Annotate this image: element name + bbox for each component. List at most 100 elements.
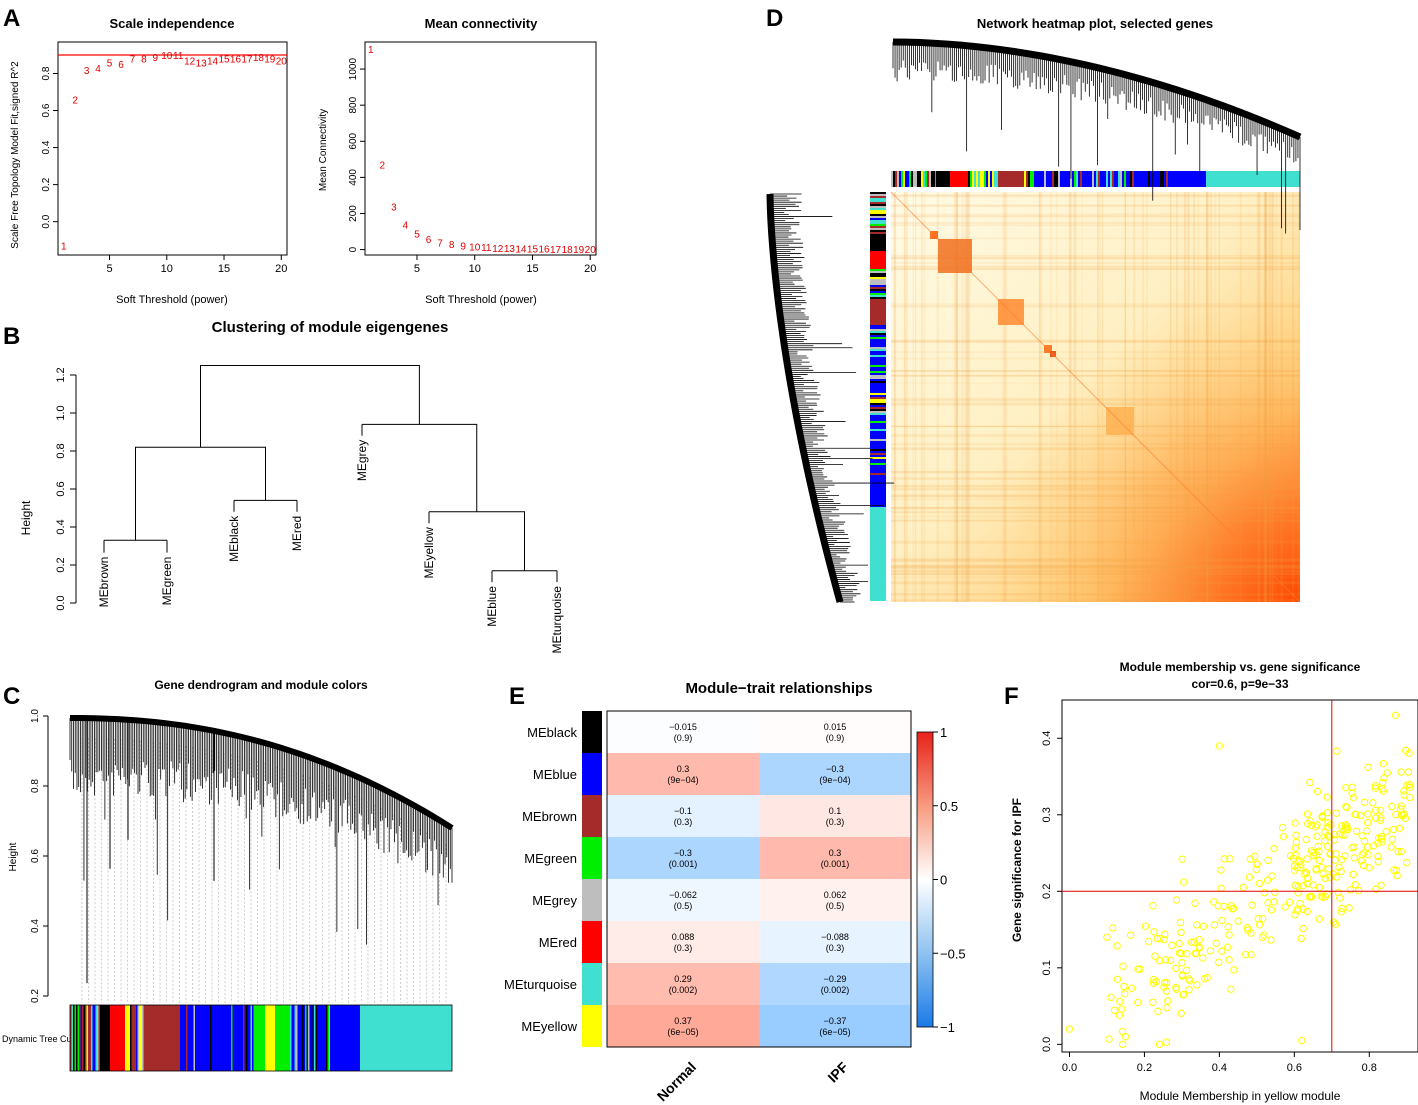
d-streak [1133, 192, 1136, 602]
f-point [1393, 871, 1401, 880]
b-ytick-label: 0.8 [55, 443, 67, 458]
c-color-stripe [247, 1005, 250, 1071]
f-point [1397, 847, 1405, 856]
f-point [1180, 878, 1188, 886]
d-top-stripe [1126, 171, 1129, 187]
f-point [1330, 836, 1339, 844]
e-row-label: MEgreen [524, 851, 577, 866]
d-left-stripe [870, 234, 886, 237]
f-point [1348, 789, 1356, 797]
d-left-stripe [870, 341, 886, 344]
d-left-stripe [870, 297, 886, 300]
c-color-stripe [204, 1005, 206, 1071]
e-cell [607, 711, 759, 753]
d-top-stripe [1094, 171, 1097, 187]
a-right-point: 7 [437, 238, 443, 249]
a-right-title: Mean connectivity [425, 16, 538, 31]
a-left-point: 20 [276, 57, 288, 68]
d-left-stripe [870, 453, 886, 456]
c-color-stripe [92, 1005, 95, 1071]
f-point [1179, 991, 1187, 999]
a-right-point: 8 [449, 240, 455, 251]
c-color-stripe [190, 1005, 193, 1071]
c-color-stripe [241, 1005, 244, 1071]
d-top-stripe [1162, 171, 1165, 187]
f-point [1372, 806, 1380, 815]
d-streak [891, 572, 1300, 575]
f-point [1290, 866, 1299, 875]
d-streak [891, 515, 1300, 518]
c-module-band [265, 1005, 275, 1071]
a-right-xtick-label: 5 [414, 263, 420, 275]
d-streak [923, 192, 926, 602]
f-point [1376, 816, 1385, 825]
f-point [1291, 911, 1299, 919]
d-top-stripe [1040, 171, 1043, 187]
a-right-ytick-label: 400 [348, 169, 359, 186]
d-left-stripe [870, 200, 886, 203]
f-point [1317, 892, 1325, 900]
f-point [1387, 843, 1395, 851]
c-color-stripe [296, 1005, 298, 1071]
d-left-stripe [870, 285, 886, 288]
f-point [1245, 873, 1254, 881]
f-point [1217, 884, 1225, 892]
d-streak [891, 599, 1300, 602]
c-color-stripe [180, 1005, 182, 1071]
d-top-stripe [1140, 171, 1143, 187]
f-point [1298, 1036, 1306, 1045]
e-cell [759, 711, 911, 753]
f-point [1183, 950, 1191, 958]
e-cell-value: 0.37 [674, 1016, 692, 1026]
c-color-stripe [211, 1005, 214, 1071]
a-right-ytick-label: 200 [348, 205, 359, 222]
f-point [1332, 873, 1341, 881]
d-left-stripe [870, 433, 886, 436]
d-top-stripe [1156, 171, 1159, 187]
f-subtitle: cor=0.6, p=9e−33 [1191, 677, 1288, 691]
f-point [1160, 983, 1168, 991]
d-top-stripe [1036, 171, 1039, 187]
d-streak [1264, 192, 1268, 602]
c-color-stripe [246, 1005, 248, 1071]
c-color-stripe [210, 1005, 212, 1071]
f-point [1391, 711, 1400, 720]
f-point [1400, 787, 1408, 795]
a-right-point: 5 [414, 229, 420, 240]
f-point [1314, 842, 1323, 851]
c-color-stripe [131, 1005, 134, 1071]
f-point [1399, 811, 1408, 819]
d-top-stripe [1110, 171, 1113, 187]
f-point [1304, 819, 1312, 828]
e-cell-value: 0.3 [677, 764, 690, 774]
d-top-stripe [1130, 171, 1133, 187]
e-row-label: MEgrey [532, 893, 577, 908]
f-point [1302, 869, 1311, 877]
d-streak [904, 192, 908, 602]
d-title: Network heatmap plot, selected genes [977, 16, 1213, 31]
f-point [1363, 818, 1372, 827]
a-left-point: 5 [107, 58, 113, 69]
d-streak [891, 351, 1300, 354]
e-cell-pvalue: (0.002) [669, 985, 698, 995]
e-legend-bar [916, 731, 934, 1028]
b-leaf-label: MEblue [485, 586, 499, 627]
d-top-band [950, 171, 968, 187]
eigengene-dendrogram: 0.0 0.2 0.4 0.6 0.8 1.0 1.2 MEbrown MEgreen MEbla… [55, 365, 564, 653]
d-left-stripe [870, 441, 886, 444]
d-top-stripe [891, 171, 894, 187]
f-point [1345, 904, 1353, 912]
d-top-stripe [1044, 171, 1047, 187]
d-left-stripe [870, 275, 886, 278]
d-left-stripe [870, 435, 886, 438]
c-color-stripe [80, 1005, 83, 1071]
d-left-stripe [870, 218, 886, 221]
c-ytick-label: 1.0 [30, 709, 41, 723]
f-point [1382, 827, 1390, 836]
c-color-stripe [253, 1005, 256, 1071]
d-streak [891, 257, 1300, 260]
e-cell-value: 0.088 [672, 932, 695, 942]
b-leaf-label: MEgreen [160, 557, 174, 606]
d-left-stripe [870, 449, 886, 452]
c-color-stripe [237, 1005, 239, 1071]
